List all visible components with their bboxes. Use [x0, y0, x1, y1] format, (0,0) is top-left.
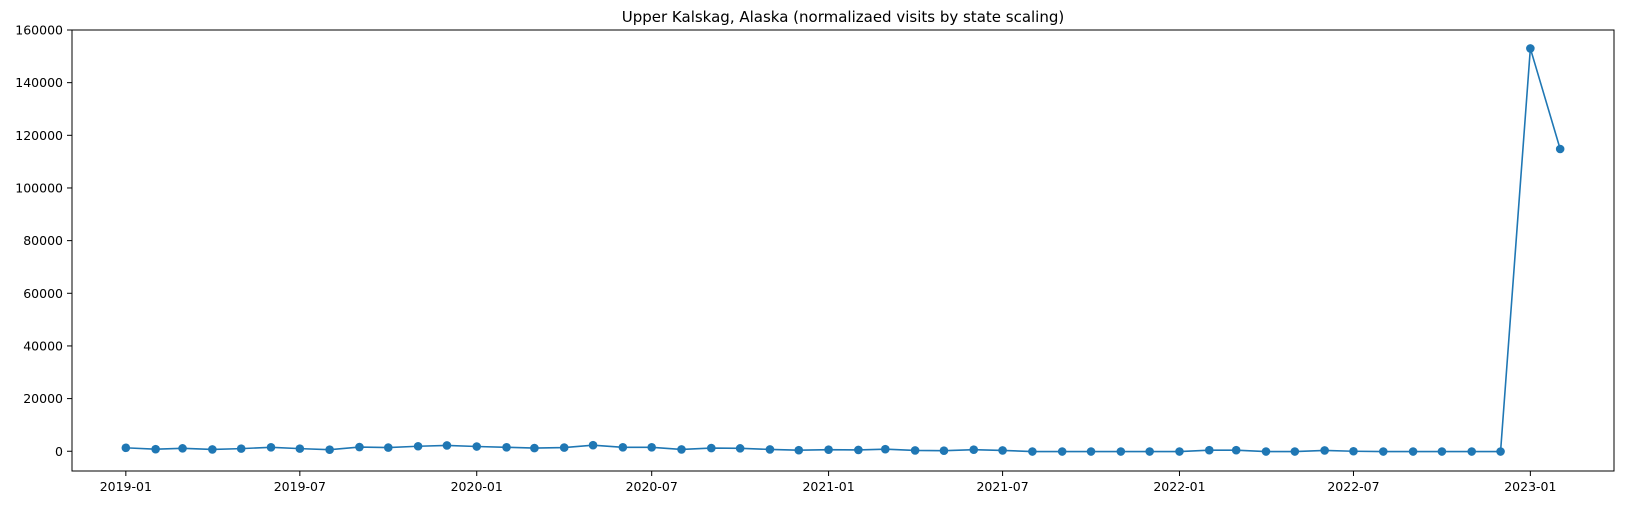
data-point: [1145, 447, 1154, 456]
data-point: [1261, 447, 1271, 456]
chart-title: Upper Kalskag, Alaska (normalizaed visit…: [622, 8, 1064, 26]
x-tick-label: 2020-07: [626, 479, 678, 494]
x-tick-label: 2021-01: [802, 479, 854, 494]
data-point: [998, 446, 1007, 455]
y-tick-label: 0: [55, 444, 63, 459]
data-point: [442, 441, 452, 450]
data-point: [1378, 447, 1388, 456]
data-point: [1028, 447, 1037, 456]
data-point: [1231, 445, 1241, 455]
data-point: [765, 445, 775, 454]
data-point: [151, 444, 160, 454]
data-point: [1204, 445, 1214, 455]
series-group: [121, 44, 1565, 456]
data-point: [472, 442, 482, 451]
data-point: [559, 443, 569, 452]
y-tick-label: 120000: [15, 128, 63, 143]
data-point: [735, 444, 745, 453]
x-tick-label: 2023-01: [1504, 479, 1556, 494]
data-point: [208, 445, 217, 454]
data-point: [1526, 44, 1535, 53]
data-point: [1555, 144, 1565, 154]
data-point: [618, 443, 628, 452]
y-tick-label: 20000: [23, 391, 63, 406]
y-tick-label: 60000: [23, 286, 63, 301]
series-line: [125, 48, 1561, 453]
x-tick-label: 2021-07: [976, 479, 1028, 494]
data-point: [355, 442, 364, 452]
x-tick-label: 2019-07: [274, 479, 326, 494]
data-point: [1057, 447, 1067, 456]
data-point: [1290, 447, 1300, 456]
data-point: [1116, 447, 1126, 456]
y-tick-label: 40000: [23, 338, 63, 353]
data-point: [1320, 446, 1329, 455]
data-point: [530, 443, 539, 453]
data-point: [910, 446, 920, 455]
data-point: [1175, 447, 1184, 456]
data-point: [413, 441, 423, 451]
data-point: [854, 445, 863, 455]
data-point: [1467, 447, 1477, 456]
data-point: [588, 440, 598, 450]
data-point: [880, 444, 890, 454]
data-point: [383, 443, 393, 452]
y-axis: 0 20000 40000 60000 80000 100000 120000 140000 1…: [15, 23, 72, 459]
data-point: [1349, 446, 1358, 456]
data-point: [1408, 447, 1418, 456]
x-tick-label: 2022-07: [1327, 479, 1379, 494]
y-tick-label: 160000: [15, 23, 63, 38]
data-point: [824, 445, 833, 454]
y-tick-label: 100000: [15, 180, 63, 195]
x-axis: 2019-01 2019-07 2020-01 2020-07 2021-01 2021-…: [100, 471, 1556, 494]
data-point: [236, 444, 246, 453]
x-tick-label: 2019-01: [100, 479, 152, 494]
data-point: [794, 445, 804, 455]
data-point: [939, 446, 949, 456]
plot-frame: [71, 29, 1615, 472]
x-tick-label: 2022-01: [1153, 479, 1205, 494]
data-point: [325, 445, 334, 454]
data-point: [295, 444, 305, 453]
data-point: [1086, 447, 1096, 456]
x-tick-label: 2020-01: [451, 479, 503, 494]
data-point: [121, 443, 131, 453]
y-tick-label: 140000: [15, 75, 63, 90]
data-point: [1496, 447, 1505, 456]
data-point: [677, 445, 686, 454]
data-point: [1437, 447, 1447, 456]
data-point: [647, 443, 656, 452]
data-point: [178, 444, 187, 453]
data-point: [706, 443, 716, 453]
y-tick-label: 80000: [23, 233, 63, 248]
data-point: [266, 443, 276, 452]
data-point: [502, 443, 511, 452]
data-point: [969, 445, 979, 454]
